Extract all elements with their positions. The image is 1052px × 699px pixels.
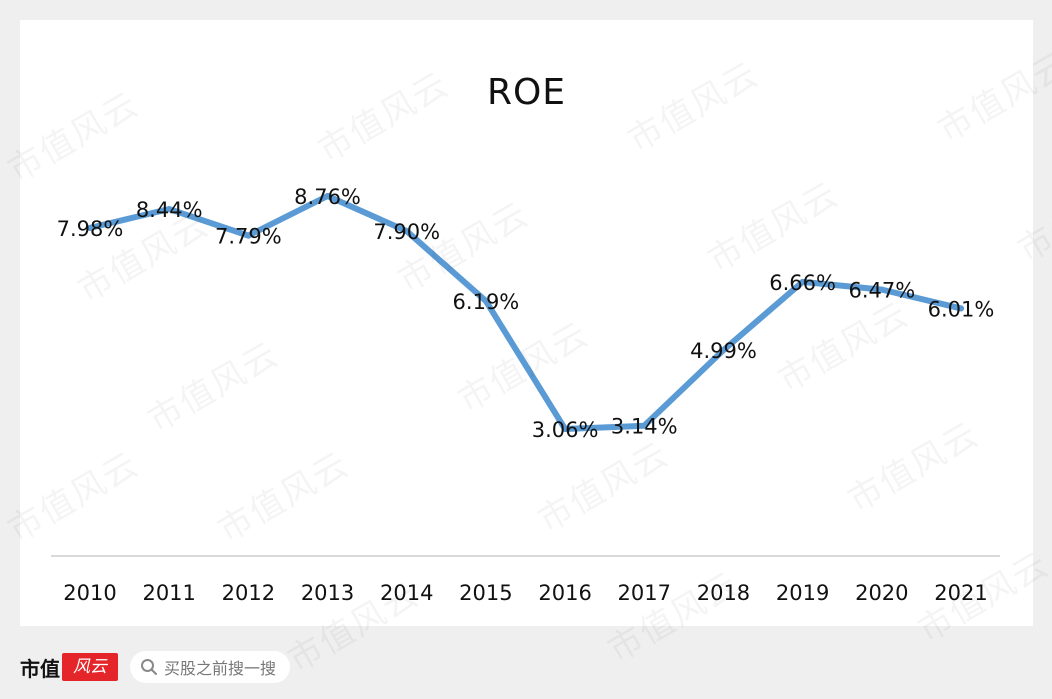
- x-tick-label-2017: 2017: [618, 581, 671, 605]
- chart-title: ROE: [486, 72, 567, 113]
- x-tick-label-2020: 2020: [855, 581, 908, 605]
- search-placeholder: 买股之前搜一搜: [164, 659, 277, 678]
- data-point-2019: [799, 278, 806, 285]
- brand-logo-seal: 风云: [62, 653, 118, 681]
- data-point-2013: [324, 193, 331, 199]
- data-label-2020: 6.47%: [848, 279, 915, 303]
- x-tick-label-2011: 2011: [142, 581, 195, 605]
- data-label-2019: 6.66%: [769, 271, 836, 295]
- data-label-2013: 8.76%: [294, 185, 361, 209]
- x-tick-label-2010: 2010: [63, 581, 116, 605]
- data-point-2021: [958, 305, 964, 312]
- data-point-2011: [166, 206, 173, 213]
- data-point-2020: [878, 286, 885, 293]
- data-point-2014: [403, 228, 410, 235]
- search-icon: [141, 659, 157, 675]
- data-label-2018: 4.99%: [690, 339, 757, 363]
- data-label-2011: 8.44%: [136, 198, 203, 222]
- data-point-2012: [245, 232, 252, 239]
- data-point-2016: [562, 426, 569, 432]
- data-label-2012: 7.79%: [215, 225, 282, 249]
- data-label-2010: 7.98%: [57, 217, 124, 241]
- data-label-2021: 6.01%: [928, 297, 995, 321]
- x-tick-label-2019: 2019: [776, 581, 829, 605]
- search-box[interactable]: 买股之前搜一搜: [130, 651, 291, 683]
- footer-bar: 市值 风云 买股之前搜一搜: [20, 647, 291, 687]
- data-point-2010: [87, 224, 93, 231]
- x-tick-label-2012: 2012: [222, 581, 275, 605]
- data-label-2014: 7.90%: [373, 220, 440, 244]
- x-tick-label-2018: 2018: [697, 581, 750, 605]
- x-tick-label-2014: 2014: [380, 581, 433, 605]
- data-point-2017: [641, 422, 648, 429]
- roe-line-chart: 7.98% 8.44% 7.79% 8.76% 7.90% 6.19% 3.06% 3.14%…: [51, 185, 1000, 605]
- data-label-2017: 3.14%: [611, 415, 678, 439]
- x-tick-label-2015: 2015: [459, 581, 512, 605]
- data-label-2015: 6.19%: [453, 290, 520, 314]
- x-tick-label-2021: 2021: [934, 581, 987, 605]
- data-label-2016: 3.06%: [532, 418, 599, 442]
- roe-series-line: [87, 193, 964, 432]
- data-point-2015: [482, 298, 489, 305]
- data-point-2018: [720, 347, 727, 354]
- x-tick-label-2016: 2016: [538, 581, 591, 605]
- chart-card: ROE 7.98% 8.44% 7.79% 8.76% 7.90% 6.19% 3.06% 3…: [20, 20, 1033, 626]
- x-tick-label-2013: 2013: [301, 581, 354, 605]
- brand-logo-text: 市值: [20, 656, 60, 681]
